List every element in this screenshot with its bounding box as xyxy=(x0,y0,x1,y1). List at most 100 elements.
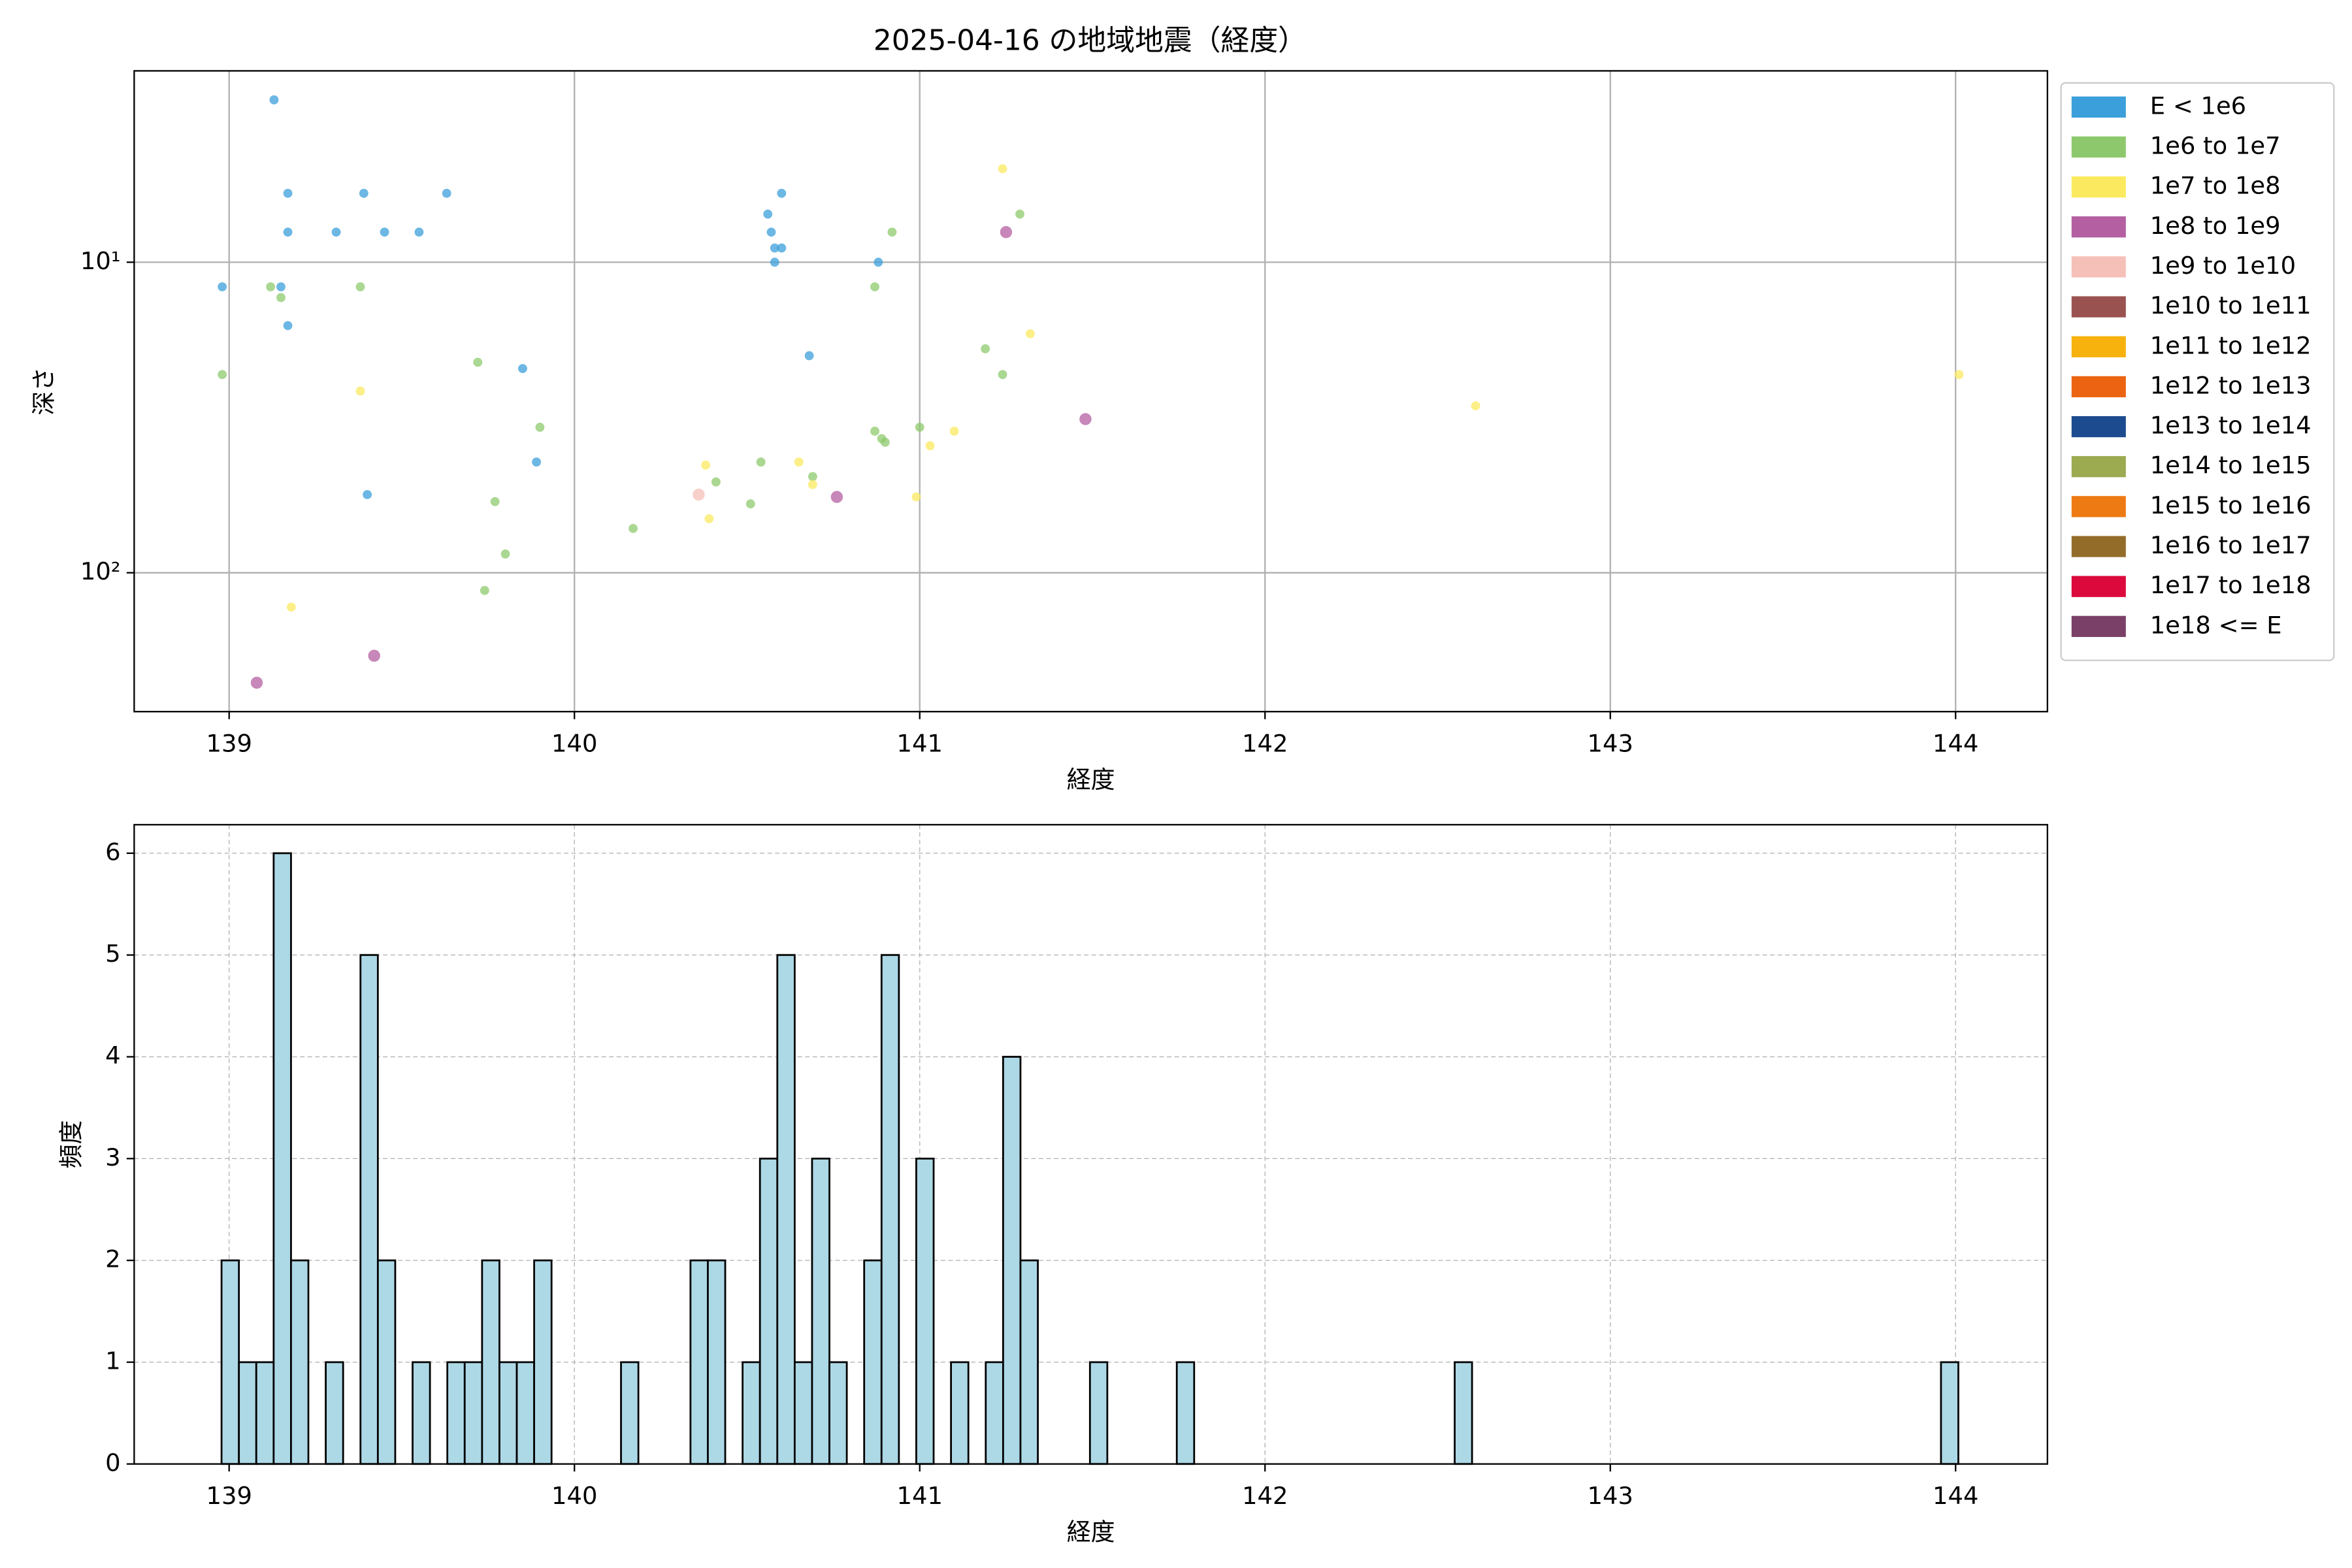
y-tick-label: 3 xyxy=(105,1143,120,1171)
legend-label: 1e10 to 1e11 xyxy=(2150,291,2311,319)
legend-swatch xyxy=(2071,256,2126,278)
legend-label: 1e15 to 1e16 xyxy=(2150,491,2311,519)
data-point xyxy=(368,649,380,662)
x-tick-label: 140 xyxy=(551,730,597,758)
data-point xyxy=(532,457,542,467)
chart-title: 2025-04-16 の地域地震（経度） xyxy=(874,24,1307,57)
y-tick-label: 10² xyxy=(80,557,121,585)
legend-swatch xyxy=(2071,536,2126,557)
x-tick-label: 142 xyxy=(1242,1482,1288,1510)
data-point xyxy=(766,227,776,237)
y-tick-label: 2 xyxy=(105,1245,120,1273)
data-point xyxy=(473,357,483,367)
histogram-bar xyxy=(620,1361,640,1465)
data-point xyxy=(283,188,293,198)
data-point xyxy=(770,257,779,267)
legend-label: 1e7 to 1e8 xyxy=(2150,172,2281,200)
data-point xyxy=(629,523,638,533)
histogram-bar xyxy=(481,1259,500,1465)
histogram-bar xyxy=(498,1361,518,1465)
data-point xyxy=(331,227,341,237)
x-tick-label: 143 xyxy=(1588,1482,1633,1510)
histogram-bar xyxy=(985,1361,1004,1465)
data-point xyxy=(808,480,817,489)
data-point xyxy=(276,293,286,302)
legend-label: 1e18 <= E xyxy=(2150,611,2282,639)
data-point xyxy=(380,227,389,237)
legend-label: 1e13 to 1e14 xyxy=(2150,412,2311,440)
data-point xyxy=(1025,329,1035,338)
data-point xyxy=(998,164,1007,174)
legend-swatch xyxy=(2071,136,2126,158)
data-point xyxy=(949,427,959,436)
data-point xyxy=(276,282,286,291)
data-point xyxy=(745,499,755,509)
data-point xyxy=(770,243,779,253)
data-point xyxy=(283,227,293,237)
legend-label: E < 1e6 xyxy=(2150,91,2246,120)
histogram-bar xyxy=(376,1259,397,1465)
data-point xyxy=(804,351,814,361)
legend-swatch xyxy=(2071,176,2126,198)
histogram-bar xyxy=(359,954,379,1465)
y-tick-label: 6 xyxy=(105,838,120,866)
data-point xyxy=(870,427,879,436)
legend-label: 1e14 to 1e15 xyxy=(2150,451,2311,480)
y-tick-label: 0 xyxy=(105,1448,120,1477)
plot-frame xyxy=(133,824,2048,1465)
histogram-bar xyxy=(915,1157,935,1465)
data-point xyxy=(880,438,890,447)
y-axis-label: 深さ xyxy=(30,367,58,416)
y-tick-label: 10¹ xyxy=(80,247,121,275)
data-point xyxy=(887,227,897,237)
data-point xyxy=(701,460,710,470)
data-point xyxy=(480,585,489,595)
data-point xyxy=(414,227,424,237)
data-point xyxy=(1954,370,1964,380)
legend-label: 1e16 to 1e17 xyxy=(2150,531,2311,559)
x-axis-label: 経度 xyxy=(1067,766,1115,794)
histogram-bar xyxy=(412,1361,431,1465)
legend-swatch xyxy=(2071,296,2126,318)
legend-label: 1e9 to 1e10 xyxy=(2150,252,2296,280)
grid xyxy=(134,71,2048,712)
data-point xyxy=(442,188,451,198)
legend-swatch xyxy=(2071,216,2126,238)
data-point xyxy=(535,423,545,432)
data-point xyxy=(777,188,787,198)
legend-swatch xyxy=(2071,96,2126,118)
data-point xyxy=(269,95,279,105)
data-point xyxy=(518,364,527,374)
histogram-bar xyxy=(707,1259,727,1465)
x-tick-label: 141 xyxy=(897,1482,943,1510)
histogram-bar xyxy=(950,1361,970,1465)
data-point xyxy=(704,514,714,523)
legend-swatch xyxy=(2071,576,2126,597)
data-point xyxy=(808,472,817,482)
histogram-bar xyxy=(1175,1361,1196,1465)
histogram-bar xyxy=(742,1361,761,1465)
histogram-bar xyxy=(1002,1056,1022,1465)
histogram-bar xyxy=(689,1259,709,1465)
histogram-bar xyxy=(793,1361,813,1465)
histogram-bar xyxy=(1940,1361,1959,1465)
data-point xyxy=(911,492,921,502)
data-point xyxy=(250,676,263,689)
data-point xyxy=(915,423,924,432)
x-tick-label: 143 xyxy=(1588,730,1633,758)
data-point xyxy=(218,370,227,380)
y-tick-label: 4 xyxy=(105,1041,120,1070)
data-point xyxy=(355,282,365,291)
data-point xyxy=(830,491,843,503)
legend: E < 1e6 1e6 to 1e7 1e7 to 1e8 1e8 to 1e9 1e9… xyxy=(2060,82,2335,661)
histogram-bar xyxy=(446,1361,466,1465)
legend-swatch xyxy=(2071,416,2126,438)
x-axis-label: 経度 xyxy=(1067,1518,1115,1546)
histogram-bar xyxy=(272,852,292,1465)
histogram-bar xyxy=(255,1361,275,1465)
data-point xyxy=(711,477,721,487)
histogram-bar xyxy=(1454,1361,1473,1465)
histogram-bar xyxy=(863,1259,883,1465)
